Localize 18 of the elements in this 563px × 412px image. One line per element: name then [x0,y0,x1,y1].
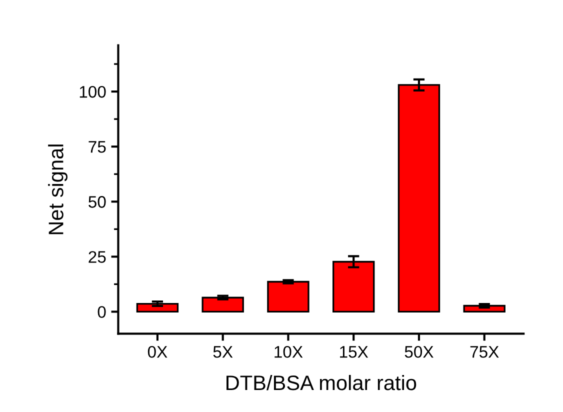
y-tick-label: 25 [88,251,106,263]
bar [267,280,310,313]
y-tick-label: 75 [88,141,106,153]
x-tick-label: 10X [274,346,303,358]
x-tick-label: 50X [404,346,434,358]
bar [398,84,440,313]
bar [136,302,179,313]
y-tick-label: 100 [80,86,106,98]
x-tick-label: 0X [148,346,168,358]
x-tick-label: 75X [470,346,499,358]
bar [202,296,244,313]
x-tick-label: 15X [340,346,368,358]
y-axis-title: Net signal [48,144,68,234]
y-tick-label: 50 [88,196,106,208]
bar [332,260,375,313]
x-axis-title: DTB/BSA molar ratio [226,374,416,390]
x-tick-label: 5X [213,346,233,358]
y-tick-label: 0 [98,306,106,318]
